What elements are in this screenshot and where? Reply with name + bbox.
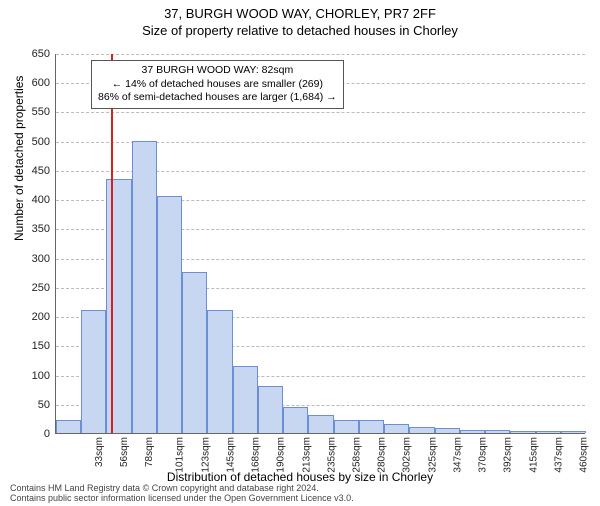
x-tick-label: 280sqm <box>377 437 388 473</box>
histogram-chart: 0501001502002503003504004505005506006503… <box>55 54 585 434</box>
y-tick-label: 400 <box>32 194 56 206</box>
x-tick-label: 347sqm <box>453 437 464 473</box>
x-axis-label: Distribution of detached houses by size … <box>0 470 600 484</box>
y-tick-label: 200 <box>32 311 56 323</box>
histogram-bar <box>132 141 157 433</box>
y-tick-label: 50 <box>38 399 56 411</box>
y-tick-label: 150 <box>32 340 56 352</box>
y-tick-label: 550 <box>32 106 56 118</box>
histogram-bar <box>81 310 106 433</box>
page-subtitle: Size of property relative to detached ho… <box>0 23 600 38</box>
x-tick-label: 213sqm <box>301 437 312 473</box>
grid-line <box>56 112 585 113</box>
histogram-bar <box>409 427 434 433</box>
histogram-bar <box>258 386 283 433</box>
x-tick-label: 302sqm <box>402 437 413 473</box>
histogram-bar <box>384 424 409 433</box>
annotation-line-1: 37 BURGH WOOD WAY: 82sqm <box>98 64 337 78</box>
x-tick-label: 145sqm <box>225 437 236 473</box>
reference-line <box>111 54 113 433</box>
x-tick-label: 258sqm <box>352 437 363 473</box>
y-tick-label: 450 <box>32 165 56 177</box>
histogram-bar <box>536 431 561 433</box>
annotation-line-3: 86% of semi-detached houses are larger (… <box>98 91 337 105</box>
y-tick-label: 350 <box>32 223 56 235</box>
y-tick-label: 250 <box>32 282 56 294</box>
x-tick-label: 392sqm <box>503 437 514 473</box>
x-tick-label: 168sqm <box>251 437 262 473</box>
x-tick-label: 235sqm <box>326 437 337 473</box>
histogram-bar <box>308 415 333 433</box>
histogram-bar <box>435 428 460 433</box>
grid-line <box>56 54 585 55</box>
annotation-box: 37 BURGH WOOD WAY: 82sqm ← 14% of detach… <box>91 60 344 109</box>
page-title: 37, BURGH WOOD WAY, CHORLEY, PR7 2FF <box>0 6 600 21</box>
y-tick-label: 500 <box>32 136 56 148</box>
histogram-bar <box>56 420 81 433</box>
x-tick-label: 325sqm <box>427 437 438 473</box>
x-tick-label: 370sqm <box>478 437 489 473</box>
y-tick-label: 650 <box>32 48 56 60</box>
y-tick-label: 0 <box>44 428 56 440</box>
y-tick-label: 300 <box>32 253 56 265</box>
x-tick-label: 123sqm <box>200 437 211 473</box>
footer-attribution: Contains HM Land Registry data © Crown c… <box>10 484 354 504</box>
histogram-bar <box>207 310 232 433</box>
y-axis-label: Number of detached properties <box>12 76 26 241</box>
histogram-bar <box>283 407 308 433</box>
histogram-bar <box>182 272 207 433</box>
x-tick-label: 56sqm <box>119 437 130 467</box>
x-tick-label: 101sqm <box>175 437 186 473</box>
histogram-bar <box>334 420 359 433</box>
x-tick-label: 415sqm <box>528 437 539 473</box>
histogram-bar <box>485 430 510 433</box>
x-tick-label: 437sqm <box>553 437 564 473</box>
plot-area: 0501001502002503003504004505005506006503… <box>55 54 585 434</box>
footer-line-2: Contains public sector information licen… <box>10 494 354 504</box>
histogram-bar <box>359 420 384 433</box>
histogram-bar <box>157 196 182 433</box>
histogram-bar <box>460 430 485 434</box>
y-tick-label: 100 <box>32 370 56 382</box>
x-tick-label: 190sqm <box>276 437 287 473</box>
histogram-bar <box>561 431 586 433</box>
histogram-bar <box>233 366 258 433</box>
annotation-line-2: ← 14% of detached houses are smaller (26… <box>98 78 337 92</box>
histogram-bar <box>510 431 535 433</box>
y-tick-label: 600 <box>32 77 56 89</box>
x-tick-label: 33sqm <box>94 437 105 467</box>
x-tick-label: 460sqm <box>579 437 590 473</box>
x-tick-label: 78sqm <box>144 437 155 467</box>
